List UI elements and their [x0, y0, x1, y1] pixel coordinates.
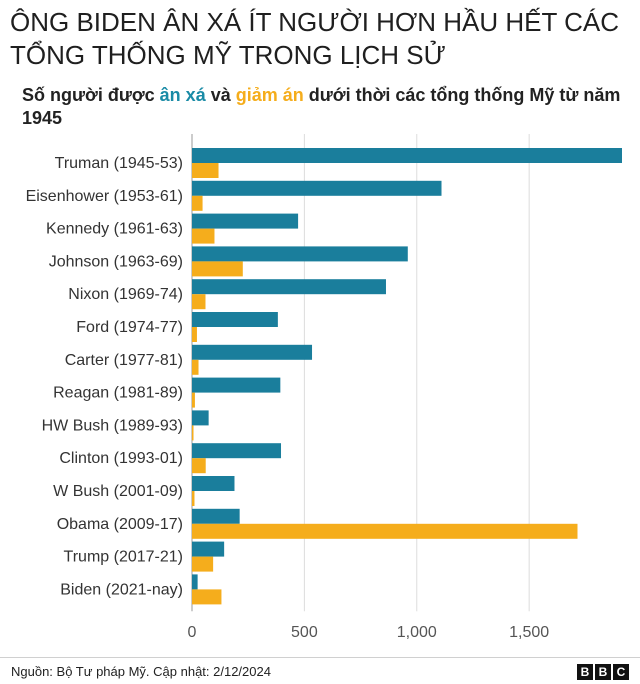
category-label: Reagan (1981-89): [53, 385, 183, 402]
x-axis-ticks: 0 500 1,000 1,500: [188, 624, 550, 641]
bar-commutation: [192, 228, 215, 244]
category-label: W Bush (2001-09): [53, 483, 183, 500]
category-label: Clinton (1993-01): [59, 450, 183, 467]
category-label: Ford (1974-77): [76, 319, 183, 336]
category-label: Eisenhower (1953-61): [26, 188, 183, 205]
legend-pardon-label: ân xá: [159, 85, 206, 105]
legend-commutation-label: giảm án: [235, 85, 304, 105]
x-tick-label: 1,500: [509, 624, 549, 641]
bar-pardon: [192, 377, 281, 393]
bar-pardon: [192, 508, 240, 524]
category-labels: Truman (1945-53) Eisenhower (1953-61) Kenn…: [26, 155, 183, 598]
bar-commutation: [192, 261, 243, 277]
bar-chart: Truman (1945-53) Eisenhower (1953-61) Kenn…: [26, 134, 622, 641]
x-tick-label: 0: [188, 624, 197, 641]
bar-pardon: [192, 344, 313, 360]
bar-commutation: [192, 327, 197, 342]
bar-pardon: [192, 541, 225, 557]
x-tick-label: 1,000: [397, 624, 437, 641]
bar-pardon: [192, 279, 386, 295]
source-note: Nguồn: Bộ Tư pháp Mỹ. Cập nhật: 2/12/202…: [11, 664, 271, 679]
bar-pardon: [192, 443, 282, 459]
category-label: Biden (2021-nay): [60, 581, 183, 598]
bar-pardon: [192, 213, 299, 229]
bar-commutation: [192, 425, 194, 441]
bar-pardon: [192, 246, 408, 262]
category-label: Trump (2017-21): [64, 549, 183, 566]
x-tick-label: 500: [291, 624, 318, 641]
footer-divider: [0, 657, 640, 658]
bar-commutation: [192, 195, 203, 211]
gridlines: [191, 134, 530, 612]
bbc-logo-letter: C: [613, 664, 629, 680]
bar-commutation: [192, 523, 578, 539]
bar-commutation: [192, 458, 206, 474]
bar-pardon: [192, 574, 198, 590]
chart-title: ÔNG BIDEN ÂN XÁ ÍT NGƯỜI HƠN HẦU HẾT CÁC…: [10, 7, 620, 70]
bars: [192, 148, 622, 605]
bbc-logo-letter: B: [595, 664, 611, 680]
subtitle-text-2: và: [205, 85, 236, 105]
bar-pardon: [192, 148, 622, 163]
category-label: Truman (1945-53): [55, 155, 183, 172]
category-label: Kennedy (1961-63): [46, 221, 183, 238]
bbc-logo-letter: B: [577, 664, 593, 680]
bar-pardon: [192, 180, 442, 196]
chart-subtitle: Số người được ân xá và giảm án dưới thời…: [22, 84, 622, 130]
bar-commutation: [192, 392, 195, 408]
category-label: Carter (1977-81): [65, 352, 183, 369]
bbc-logo: B B C: [577, 664, 629, 680]
bar-commutation: [192, 294, 206, 310]
bar-pardon: [192, 410, 209, 426]
category-label: Johnson (1963-69): [49, 253, 183, 270]
bar-pardon: [192, 476, 235, 491]
subtitle-text-1: Số người được: [22, 85, 160, 105]
bar-commutation: [192, 163, 219, 178]
bar-commutation: [192, 556, 214, 572]
category-label: Nixon (1969-74): [68, 286, 183, 303]
bar-commutation: [192, 491, 195, 506]
subtitle-text-3: dưới thời các tổng thống Mỹ từ năm 1945: [22, 85, 621, 128]
category-label: Obama (2009-17): [57, 516, 183, 533]
bar-commutation: [192, 359, 199, 375]
bar-commutation: [192, 589, 222, 605]
category-label: HW Bush (1989-93): [42, 417, 183, 434]
bar-pardon: [192, 312, 278, 327]
